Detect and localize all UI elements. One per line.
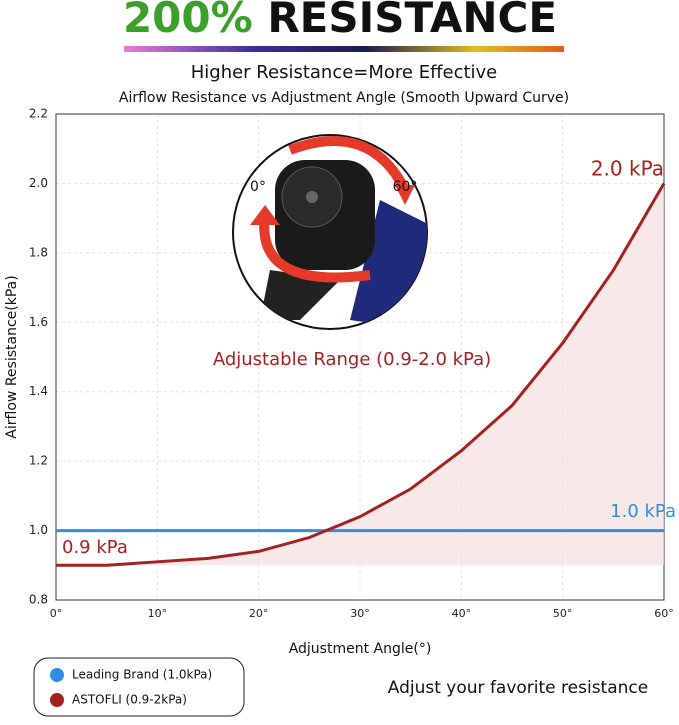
y-tick-label: 1.6: [29, 315, 48, 329]
chart-title: Airflow Resistance vs Adjustment Angle (…: [119, 90, 569, 106]
title-underline: [124, 46, 564, 52]
annotation: 0°: [250, 179, 266, 195]
legend-swatch: [50, 693, 64, 707]
x-tick-label: 30°: [350, 607, 370, 620]
x-tick-label: 0°: [50, 607, 63, 620]
legend: Leading Brand (1.0kPa) ASTOFLI (0.9-2kPa): [33, 657, 245, 717]
annotation: 1.0 kPa: [610, 501, 676, 522]
y-tick-label: 1.4: [29, 384, 48, 398]
x-tick-label: 60°: [654, 607, 674, 620]
y-axis-label: Airflow Resistance(kPa): [4, 275, 20, 438]
x-tick-label: 10°: [148, 607, 168, 620]
legend-label: Leading Brand (1.0kPa): [72, 668, 212, 682]
title-rest: RESISTANCE: [267, 0, 557, 42]
product-image: [232, 134, 428, 330]
x-tick-label: 50°: [553, 607, 573, 620]
legend-label: ASTOFLI (0.9-2kPa): [72, 693, 187, 707]
annotation: 2.0 kPa: [591, 157, 664, 181]
annotation: 60°: [393, 179, 418, 195]
subtitle: Higher Resistance=More Effective: [191, 62, 498, 83]
x-tick-label: 20°: [249, 607, 269, 620]
y-tick-label: 2.0: [29, 176, 48, 190]
x-tick-label: 40°: [452, 607, 472, 620]
y-tick-label: 1.2: [29, 454, 48, 468]
title: 200% RESISTANCE: [123, 0, 557, 42]
annotation: Adjustable Range (0.9-2.0 kPa): [213, 349, 491, 370]
title-highlight: 200%: [123, 0, 253, 42]
x-axis-label: Adjustment Angle(°): [289, 641, 432, 657]
y-tick-label: 2.2: [29, 107, 48, 121]
area: [56, 183, 664, 566]
line: [56, 182, 666, 567]
legend-box: [33, 657, 245, 717]
plot: 0.8 1.0 1.2 1.4 1.6 1.8 2.0 2.2 0° 10° 20° 30° 40° 50…: [29, 107, 674, 621]
y-tick-label: 1.0: [29, 523, 48, 537]
annotation: 0.9 kPa: [62, 537, 128, 558]
y-tick-label: 1.8: [29, 245, 48, 259]
y-tick-label: 0.8: [29, 593, 48, 607]
legend-swatch: [50, 668, 64, 682]
footer: Adjust your favorite resistance: [388, 678, 648, 698]
